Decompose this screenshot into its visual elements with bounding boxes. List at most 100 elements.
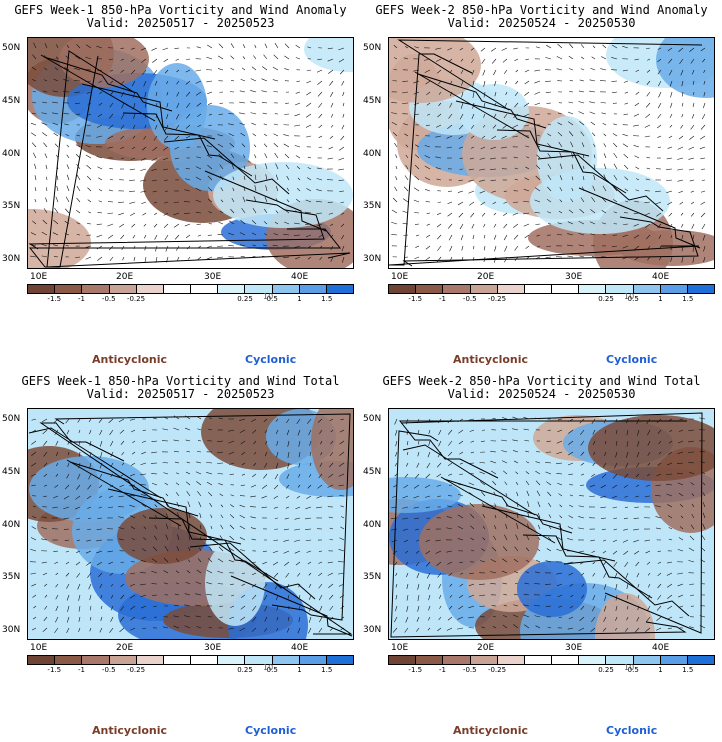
wind-vector [647, 462, 651, 466]
wind-vector [261, 101, 268, 104]
wind-vector [589, 495, 596, 498]
wind-vector [131, 549, 136, 552]
wind-vector [228, 220, 235, 225]
wind-vector [613, 528, 618, 531]
wind-vector [32, 102, 37, 104]
wind-vector [636, 484, 640, 487]
wind-vector [535, 470, 541, 475]
wind-vector [140, 47, 147, 51]
wind-vector [703, 245, 706, 252]
cyclonic-label: Cyclonic [606, 353, 658, 366]
wind-vector [319, 605, 323, 612]
wind-vector [557, 537, 563, 541]
wind-vector [98, 572, 103, 578]
wind-vector [142, 212, 147, 216]
wind-vector [681, 256, 684, 263]
wind-vector [78, 462, 81, 469]
colorbar-tick-label: 1.5 [321, 666, 333, 674]
wind-vector [678, 492, 684, 497]
wind-vector [144, 124, 147, 129]
wind-vector [63, 91, 70, 93]
wind-vector [151, 558, 158, 563]
wind-vector [391, 506, 398, 509]
wind-vector [305, 211, 312, 214]
wind-vector [206, 145, 213, 148]
wind-vector [273, 495, 279, 499]
wind-vector [670, 91, 673, 98]
wind-vector [615, 583, 618, 590]
cyclonic-label: Cyclonic [245, 724, 297, 737]
wind-vector [460, 572, 464, 575]
wind-vector [275, 163, 279, 170]
wind-vector [591, 245, 596, 247]
wind-vector [546, 548, 552, 552]
wind-vector [253, 55, 257, 60]
wind-vector [556, 56, 563, 60]
wind-vector [54, 561, 59, 564]
colorbar-swatch [299, 656, 327, 664]
wind-vector [340, 526, 345, 530]
wind-vector [689, 135, 695, 140]
wind-vector [602, 627, 607, 632]
wind-vector [241, 143, 246, 148]
wind-vector [210, 514, 213, 519]
wind-vector [547, 174, 552, 181]
wind-vector [230, 55, 235, 60]
wind-vector [492, 480, 497, 486]
wind-vector [626, 605, 629, 610]
wind-vector [228, 133, 235, 137]
wind-vector [196, 626, 202, 629]
wind-vector [644, 201, 651, 204]
vorticity-region [419, 504, 539, 580]
wind-vector [669, 80, 673, 87]
wind-vector [603, 462, 607, 468]
wind-vector [98, 102, 103, 106]
wind-vector [66, 429, 70, 435]
wind-vector [78, 429, 81, 434]
wind-vector [612, 495, 618, 499]
colorbar-swatch [579, 285, 607, 293]
wind-vector [557, 594, 563, 598]
colorbar-swatch [109, 285, 137, 293]
wind-vector [393, 484, 398, 488]
wind-vector [447, 429, 453, 435]
wind-vector [391, 234, 398, 236]
wind-vector [449, 594, 453, 598]
wind-vector [163, 212, 169, 216]
wind-vector [578, 516, 585, 519]
wind-vector [578, 221, 585, 225]
wind-vector [458, 440, 464, 445]
wind-vector [228, 429, 235, 432]
wind-vector [261, 90, 268, 93]
wind-vector [435, 135, 442, 138]
wind-vector [666, 473, 673, 476]
wind-vector [317, 484, 323, 489]
wind-vector [107, 234, 114, 239]
wind-vector [428, 605, 431, 611]
wind-vector [494, 503, 497, 508]
wind-vector [547, 491, 552, 497]
wind-vector [340, 505, 345, 508]
wind-vector [230, 67, 235, 71]
wind-vector [65, 550, 70, 553]
wind-vector [208, 124, 213, 127]
wind-vector [391, 221, 398, 225]
wind-vector [118, 495, 125, 498]
vorticity-region [29, 456, 149, 522]
wind-vector [647, 256, 651, 261]
wind-vector [286, 583, 290, 589]
wind-vector [580, 462, 585, 466]
wind-vector [196, 102, 202, 107]
wind-vector [612, 133, 618, 137]
wind-vector [624, 91, 629, 94]
wind-vector [668, 418, 673, 422]
wind-vector [96, 539, 103, 542]
wind-vector [100, 594, 103, 599]
wind-vector [468, 583, 475, 587]
wind-vector [41, 112, 48, 115]
wind-vector [501, 439, 508, 442]
wind-vector [341, 212, 345, 215]
vorticity-region [59, 38, 149, 87]
wind-vector [523, 223, 530, 227]
wind-vector [143, 80, 147, 87]
